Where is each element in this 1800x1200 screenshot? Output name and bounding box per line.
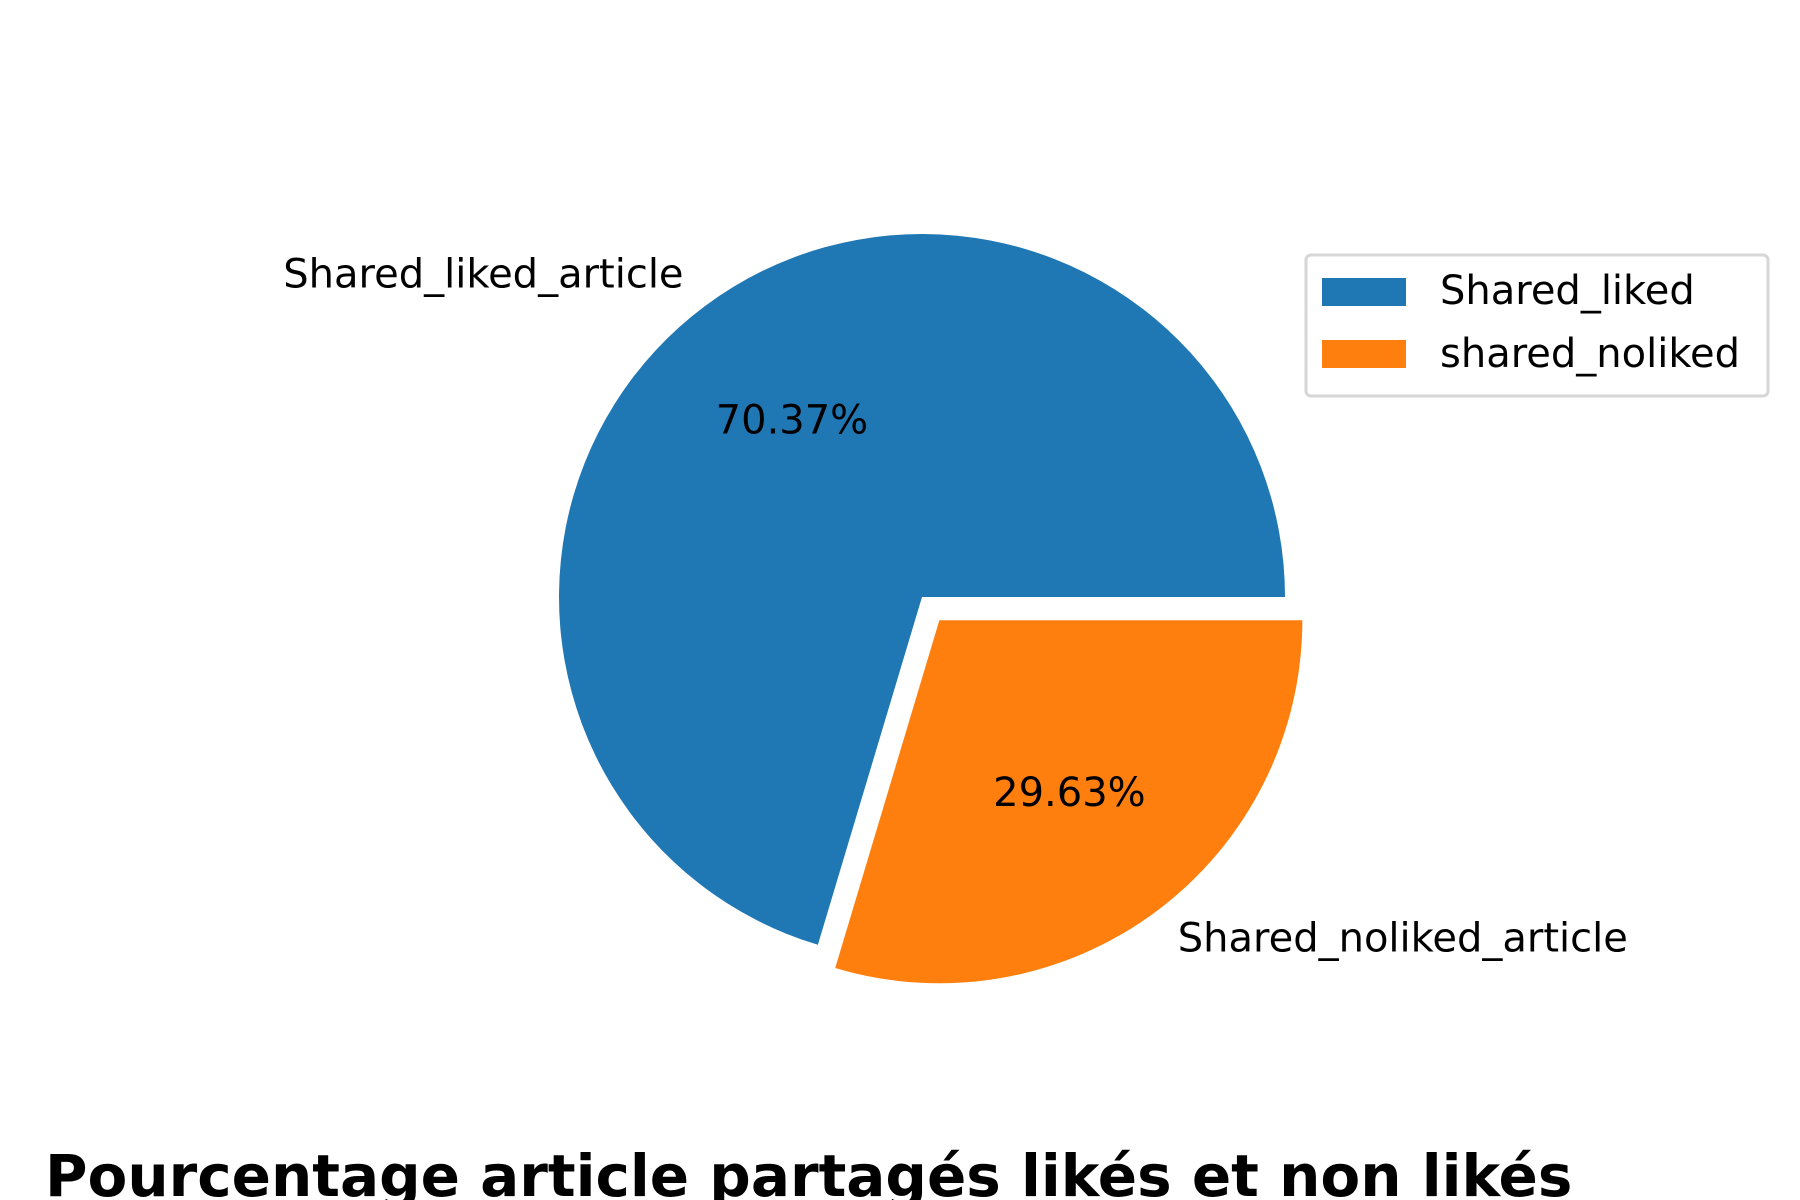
pie-slice-shared-liked	[558, 233, 1285, 945]
legend-label-shared-liked: Shared_liked	[1440, 268, 1695, 314]
pie-slices	[558, 233, 1303, 984]
legend: Shared_liked shared_noliked	[1304, 253, 1770, 398]
slice-label-shared-liked: Shared_liked_article	[283, 252, 683, 298]
percent-label-shared-noliked: 29.63%	[993, 770, 1146, 816]
legend-swatch-shared-liked	[1322, 278, 1406, 306]
legend-swatch-shared-noliked	[1322, 340, 1406, 368]
pie-labels: Shared_liked_article 70.37% Shared_noliked…	[283, 252, 1628, 962]
legend-frame	[1304, 253, 1770, 398]
chart-title: Pourcentage article partagés likés et no…	[45, 1142, 1572, 1200]
pie-slice-shared-noliked	[835, 620, 1303, 984]
slice-label-shared-noliked: Shared_noliked_article	[1178, 916, 1628, 962]
percent-label-shared-liked: 70.37%	[716, 397, 869, 443]
legend-label-shared-noliked: shared_noliked	[1440, 331, 1740, 377]
